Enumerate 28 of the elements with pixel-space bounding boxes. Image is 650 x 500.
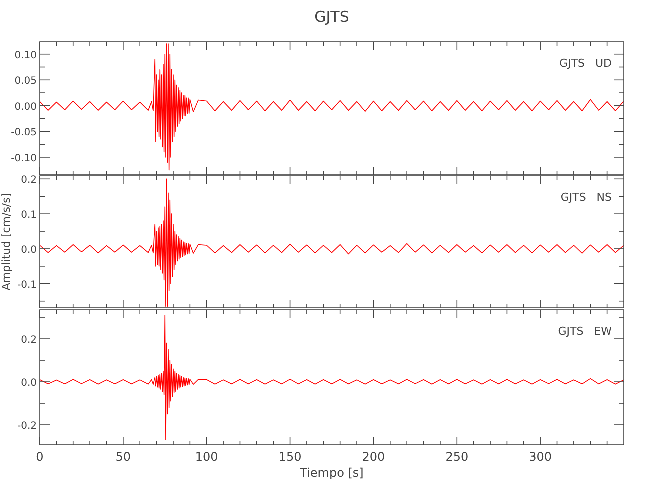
chart-title: GJTS — [314, 8, 350, 26]
y-tick-label: 0.0 — [21, 378, 37, 390]
annotation: GJTS NS — [560, 191, 612, 204]
x-tick-label: 100 — [195, 450, 218, 464]
x-tick-label: 250 — [446, 450, 469, 464]
y-tick-label: -0.1 — [17, 280, 37, 291]
y-tick-label: 0.2 — [21, 335, 37, 346]
x-tick-label: 150 — [278, 450, 302, 464]
y-axis-title: Amplitud [cm/s/s] — [0, 193, 13, 291]
y-tick-label: 0.00 — [14, 102, 37, 113]
annotation: GJTS UD — [560, 57, 612, 70]
y-tick-label: -0.10 — [11, 153, 37, 164]
x-tick-label: 200 — [362, 450, 386, 464]
y-tick-label: -0.2 — [17, 421, 37, 432]
y-tick-label: 0.2 — [21, 175, 37, 186]
x-axis-title: Tiempo [s] — [299, 466, 364, 480]
y-tick-label: 0.0 — [21, 244, 37, 256]
line-series — [40, 314, 624, 440]
line-series — [40, 44, 624, 171]
y-tick-label: -0.05 — [11, 128, 37, 139]
y-tick-label: 0.1 — [21, 210, 37, 222]
annotation: GJTS EW — [558, 325, 612, 338]
y-tick-label: 0.05 — [14, 76, 37, 88]
y-tick-label: 0.10 — [14, 50, 37, 62]
x-tick-label: 50 — [116, 450, 132, 464]
x-tick-label: 0 — [36, 450, 44, 464]
line-series — [40, 178, 624, 308]
x-tick-label: 300 — [529, 450, 552, 464]
